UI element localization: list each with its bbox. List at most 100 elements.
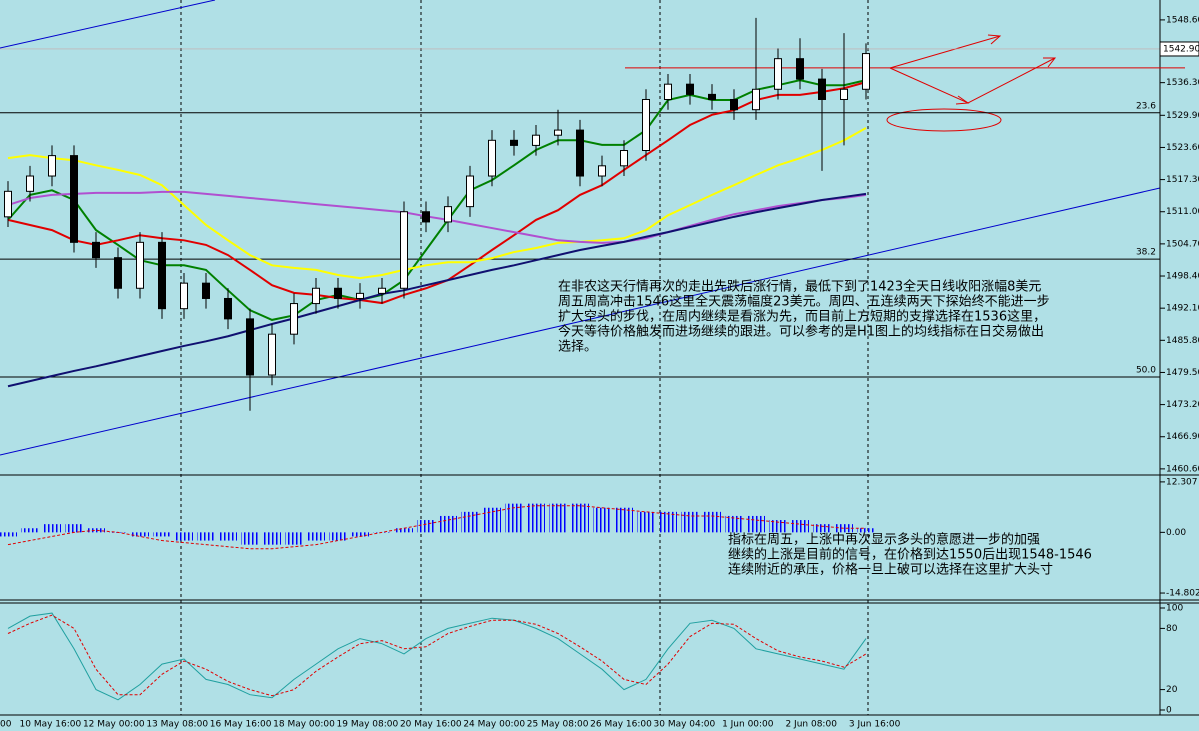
stoch-tick-label: 20 [1166, 685, 1178, 695]
candle-body [92, 241, 100, 259]
layout [0, 0, 1199, 716]
y-tick-label: 1479.50 [1166, 368, 1199, 378]
annotation: 扩大空头的步伐，在周内继续是看涨为先，而目前上方短期的支撑选择在1536这里， [558, 309, 1046, 325]
macd-bar [175, 532, 193, 541]
macd-bar [65, 524, 83, 533]
candle-body [642, 98, 650, 152]
macd-bar [329, 532, 347, 541]
macd-bar [263, 532, 281, 545]
macd-bar [505, 503, 523, 533]
arrow-head [987, 34, 1002, 45]
y-tick-label: 1473.20 [1166, 400, 1199, 410]
arrow [889, 35, 1001, 69]
macd-bar [483, 507, 501, 533]
candle-body [818, 78, 826, 100]
macd-tick-label: -14.802 [1166, 589, 1199, 599]
macd-bar [549, 503, 567, 533]
x-tick-label: 16 May 16:00 [210, 720, 272, 730]
macd-bar [0, 532, 17, 537]
macd-bar [571, 503, 589, 533]
y-tick-label: 1536.30 [1166, 78, 1199, 88]
fib-label: 23.6 [1136, 101, 1156, 111]
fib-label: 38.2 [1136, 248, 1156, 258]
macd-bar [615, 507, 633, 533]
candle-body [334, 287, 342, 299]
macd-bar [439, 515, 457, 533]
candle-body [488, 139, 496, 177]
candle-body [224, 297, 232, 320]
macd-tick-label: 12.307 [1166, 477, 1198, 487]
trend-channel [0, 0, 216, 49]
candle-body [114, 257, 122, 289]
candle-body [180, 282, 188, 310]
macd-bar [417, 520, 435, 533]
x-tick-label: 12 May 00:00 [83, 720, 145, 730]
annotation: 选择。 [558, 340, 597, 355]
candle-body [664, 83, 672, 100]
candle-body [576, 129, 584, 177]
candle-body [4, 190, 12, 218]
arrow-head [955, 95, 970, 105]
candle-body [158, 241, 166, 310]
macd-bar [307, 532, 325, 541]
highlight-ellipse [886, 108, 1002, 132]
candle-body [246, 318, 254, 376]
annotation: 在非农这天行情再次的走出先跌后涨行情，最低下到了1423全天日线收阳涨幅8美元 [558, 279, 1041, 295]
ma-line [7, 127, 867, 280]
macd-annotation: 指标在周五，上涨中再次显示多头的意愿进一步的加强 [728, 532, 1040, 548]
candle-body [26, 175, 34, 192]
candle-body [752, 88, 760, 111]
candle-body [510, 139, 518, 146]
candle-body [862, 53, 870, 90]
annotation: 周五周高冲击1546这里全天震荡幅度23美元。周四、五连续两天下探始终不能进一步 [558, 294, 1050, 310]
macd-bar [725, 515, 743, 533]
macd-bar [769, 520, 787, 533]
macd-bar [835, 524, 853, 533]
macd-bar [813, 524, 831, 533]
x-tick-label: 25 May 08:00 [527, 720, 589, 730]
candle-body [312, 287, 320, 305]
stoch-tick-label: 80 [1166, 624, 1178, 634]
macd-bar [791, 520, 809, 533]
y-tick-label: 1492.10 [1166, 304, 1199, 314]
macd-bar [285, 532, 303, 545]
x-tick-label: 00 [0, 720, 12, 730]
y-tick-label: 1504.70 [1166, 239, 1199, 249]
x-tick-label: 24 May 00:00 [463, 720, 525, 730]
trend-channel [0, 187, 1161, 456]
current-price-label: 1542.90 [1163, 44, 1199, 54]
candle-body [532, 134, 540, 146]
macd-bar [747, 515, 765, 533]
stoch-signal [7, 614, 867, 697]
x-tick-label: 10 May 16:00 [20, 720, 82, 730]
candle-body [136, 241, 144, 289]
y-tick-label: 1529.90 [1166, 111, 1199, 121]
macd-bar [681, 511, 699, 533]
candle-body [356, 292, 364, 299]
arrow-head [1043, 57, 1057, 68]
y-tick-label: 1498.40 [1166, 272, 1199, 282]
macd-bar [395, 528, 413, 533]
candle-body [598, 165, 606, 177]
macd-bar [637, 511, 655, 533]
candle-body [422, 211, 430, 223]
fib-label: 50.0 [1136, 366, 1156, 376]
y-tick-label: 1466.90 [1166, 432, 1199, 442]
candle-body [202, 282, 210, 299]
candle-body [466, 175, 474, 208]
candle-body [48, 155, 56, 177]
x-tick-label: 13 May 08:00 [146, 720, 208, 730]
y-tick-label: 1485.80 [1166, 336, 1199, 346]
macd-bar [461, 511, 479, 533]
macd-bar [43, 524, 61, 533]
candle-body [796, 58, 804, 80]
macd-annotation: 继续的上涨是目前的信号，在价格到达1550后出现1548-1546 [728, 547, 1092, 563]
price-box [1159, 41, 1199, 57]
macd-bar [241, 532, 259, 545]
ma-line [7, 79, 867, 321]
x-tick-label: 18 May 00:00 [273, 720, 335, 730]
candle-body [290, 303, 298, 335]
candle-body [378, 287, 386, 294]
x-tick-label: 1 Jun 00:00 [722, 720, 774, 730]
